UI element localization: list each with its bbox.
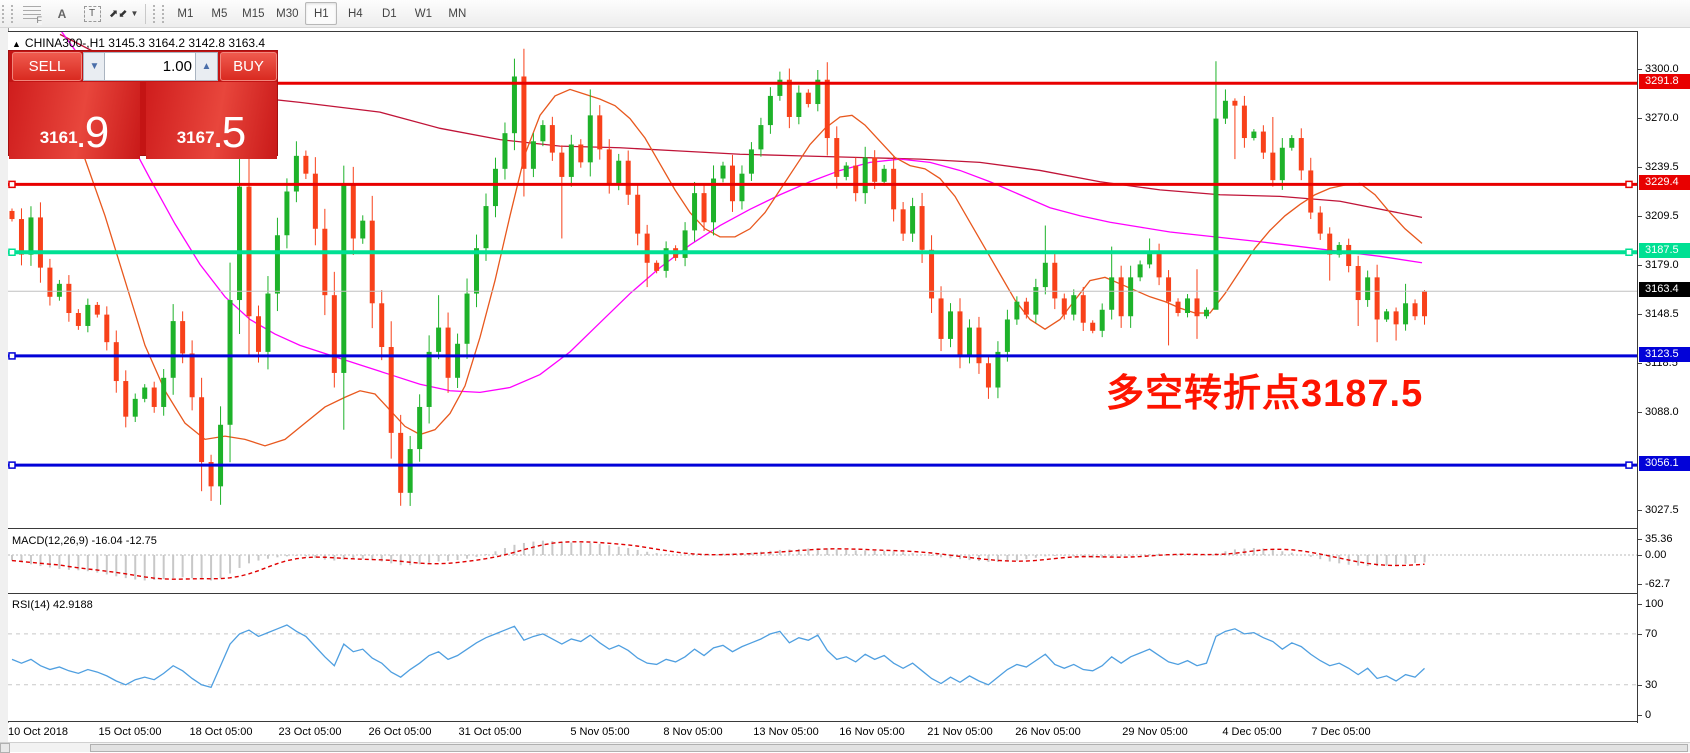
price-tick-label: 3179.0 xyxy=(1645,259,1679,272)
price-line-badge: 3163.4 xyxy=(1639,282,1690,298)
chevron-down-icon: ▼ xyxy=(130,9,139,18)
text-label-icon[interactable]: A xyxy=(57,6,67,21)
timeframe-h4-button[interactable]: H4 xyxy=(348,7,363,20)
price-tick-label: 3148.5 xyxy=(1645,308,1679,321)
time-axis-label: 18 Oct 05:00 xyxy=(189,726,253,738)
time-axis-label: 15 Oct 05:00 xyxy=(98,726,162,738)
price-tick-label: 3239.5 xyxy=(1645,161,1679,173)
text-box-icon[interactable]: T xyxy=(78,2,106,25)
price-tick-mark xyxy=(1638,265,1642,267)
price-line-badge: 3056.1 xyxy=(1639,456,1690,472)
time-axis-label: 13 Nov 05:00 xyxy=(753,726,819,738)
rsi-axis-label: 30 xyxy=(1645,678,1658,691)
rsi-tick-mark xyxy=(1638,715,1642,716)
price-line-badge: 3291.8 xyxy=(1639,74,1690,90)
rsi-tick-mark xyxy=(1638,633,1642,635)
rsi-axis-label: 70 xyxy=(1645,627,1658,640)
price-tick-label: 3088.0 xyxy=(1645,406,1679,419)
time-axis-label: 5 Nov 05:00 xyxy=(570,726,630,738)
timeframe-w1-button[interactable]: W1 xyxy=(414,7,432,20)
timeframe-m30-button[interactable]: M30 xyxy=(276,7,299,20)
volume-increase-button[interactable]: ▲ xyxy=(195,52,218,81)
price-axis[interactable]: 3300.0 3270.0 3239.5 3209.5 3179.0 3148.5 3118… xyxy=(1637,31,1690,723)
sell-price-main: 3161 xyxy=(39,128,78,147)
price-chart-pane[interactable]: ▲ CHINA300-,H1 3145.3 3164.2 3142.8 3163.… xyxy=(8,31,1637,529)
sell-price-tile[interactable]: 3161. 9 xyxy=(9,82,140,159)
rsi-tick-mark xyxy=(1638,684,1642,686)
price-tick-mark xyxy=(1638,314,1642,316)
price-tick-mark xyxy=(1638,69,1642,70)
macd-tick-mark xyxy=(1638,584,1642,586)
price-tick-mark xyxy=(1638,215,1642,217)
time-axis-label: 26 Oct 05:00 xyxy=(368,726,432,738)
chart-title: ▲ CHINA300-,H1 3145.3 3164.2 3142.8 3163.… xyxy=(12,36,266,50)
buy-price-pip: 5 xyxy=(221,108,247,157)
price-line-badge: 3187.5 xyxy=(1639,243,1690,259)
macd-chart xyxy=(8,540,1637,581)
time-axis-label: 21 Nov 05:00 xyxy=(927,726,993,738)
timeframe-m5-button[interactable]: M5 xyxy=(211,7,228,20)
price-tick-mark xyxy=(1638,510,1642,512)
collapse-triangle-icon[interactable]: ▲ xyxy=(12,39,21,49)
time-axis-label: 10 Oct 2018 xyxy=(8,726,68,738)
rsi-axis-label: 0 xyxy=(1645,709,1652,721)
time-axis[interactable]: 10 Oct 2018 15 Oct 05:00 18 Oct 05:00 23 Oc… xyxy=(8,723,1690,742)
rsi-indicator-pane[interactable]: RSI(14) 42.9188 xyxy=(8,597,1637,722)
rsi-tick-mark xyxy=(1638,604,1642,605)
candlestick-chart xyxy=(8,32,1637,506)
timeframe-h1-button[interactable]: H1 xyxy=(305,2,338,25)
scrollbar-left-grip[interactable] xyxy=(0,743,10,753)
price-tick-mark xyxy=(1638,363,1642,365)
sell-button[interactable]: SELL xyxy=(12,52,82,81)
time-axis-label: 29 Nov 05:00 xyxy=(1122,726,1188,738)
time-axis-label: 16 Nov 05:00 xyxy=(839,726,905,738)
toolbar: F A T ⬈⬋ ▼ M1 M5 M15 M30 H1 H4 D1 W1 MN xyxy=(0,0,1690,28)
price-tick-mark xyxy=(1638,117,1642,119)
price-line-badge: 3123.5 xyxy=(1639,346,1690,362)
cursor-modes-icon[interactable]: ⬈⬋ ▼ xyxy=(109,8,139,20)
time-axis-label: 23 Oct 05:00 xyxy=(278,726,342,738)
volume-input[interactable] xyxy=(104,52,198,81)
price-tick-label: 3270.0 xyxy=(1645,111,1679,124)
toolbar-grip[interactable] xyxy=(2,4,13,23)
buy-price-main: 3167 xyxy=(176,128,215,147)
macd-axis-label: 35.36 xyxy=(1645,532,1673,545)
macd-indicator-pane[interactable]: MACD(12,26,9) -16.04 -12.75 xyxy=(8,533,1637,593)
indicator-f-icon[interactable]: F xyxy=(18,2,46,25)
toolbar-separator xyxy=(145,3,147,24)
rsi-axis-label: 100 xyxy=(1645,598,1664,610)
time-axis-label: 7 Dec 05:00 xyxy=(1311,726,1371,738)
toolbar-grip-2[interactable] xyxy=(153,4,165,23)
pivot-annotation-text: 多空转折点3187.5 xyxy=(1106,373,1424,415)
timeframe-mn-button[interactable]: MN xyxy=(448,7,467,20)
timeframe-m1-button[interactable]: M1 xyxy=(177,7,194,20)
rsi-chart xyxy=(8,624,1637,689)
timeframe-m15-button[interactable]: M15 xyxy=(242,7,265,20)
price-tick-mark xyxy=(1638,412,1642,414)
time-axis-label: 31 Oct 05:00 xyxy=(458,726,522,738)
macd-axis-label: -62.7 xyxy=(1645,578,1671,591)
macd-label: MACD(12,26,9) -16.04 -12.75 xyxy=(12,535,157,547)
time-axis-label: 8 Nov 05:00 xyxy=(663,726,723,738)
macd-axis-label: 0.00 xyxy=(1645,549,1667,561)
rsi-label: RSI(14) 42.9188 xyxy=(12,599,93,611)
price-tick-mark xyxy=(1638,167,1642,168)
price-line-badge: 3229.4 xyxy=(1639,175,1690,191)
macd-tick-mark xyxy=(1638,555,1642,556)
timeframe-d1-button[interactable]: D1 xyxy=(382,7,397,20)
buy-price-tile[interactable]: 3167. 5 xyxy=(146,82,277,159)
macd-tick-mark xyxy=(1638,538,1642,540)
timeframe-group: M1 M5 M15 M30 H1 H4 D1 W1 MN xyxy=(168,2,474,25)
time-axis-label: 26 Nov 05:00 xyxy=(1015,726,1081,738)
price-tick-label: 3209.5 xyxy=(1645,209,1679,222)
time-axis-label: 4 Dec 05:00 xyxy=(1222,726,1282,738)
volume-decrease-button[interactable]: ▼ xyxy=(83,52,106,81)
price-tick-label: 3300.0 xyxy=(1645,63,1679,75)
buy-button[interactable]: BUY xyxy=(220,52,277,81)
one-click-trading-panel: SELL ▼ ▲ BUY 3161.9 3167.5 xyxy=(9,51,277,159)
price-tick-label: 3027.5 xyxy=(1645,504,1679,517)
sell-price-pip: 9 xyxy=(84,108,110,157)
